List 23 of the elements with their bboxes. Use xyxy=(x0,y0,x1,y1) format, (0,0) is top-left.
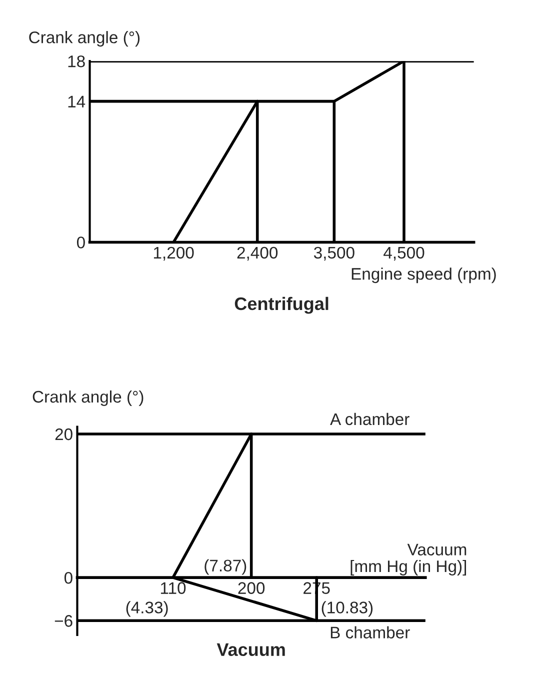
annotation: (10.83) xyxy=(322,601,373,617)
text: Vacuum xyxy=(216,643,285,656)
annotation: (7.87) xyxy=(204,559,246,575)
x-tick-label: 4,500 xyxy=(384,246,424,261)
x-tick-label: 3,500 xyxy=(314,246,354,261)
x-tick-label: 1,200 xyxy=(154,246,194,261)
x-tick-label: 200 xyxy=(238,582,265,594)
annotation: (4.33) xyxy=(126,601,168,617)
y-tick-label: 18 xyxy=(68,55,85,68)
text: Centrifugal xyxy=(234,296,328,314)
y-axis-title: Crank angle (°) xyxy=(32,390,144,406)
y-tick-label: 20 xyxy=(55,428,72,440)
x-axis-title: Engine speed (rpm) xyxy=(352,268,496,284)
x-tick-label: 110 xyxy=(160,582,186,594)
x-tick-label: 2,400 xyxy=(237,246,278,261)
series-label: A chamber xyxy=(330,412,410,426)
y-tick-label: −6 xyxy=(54,615,72,627)
x-axis-title: Vacuum [mm Hg (in Hg)] xyxy=(350,544,466,576)
series-label: B chamber xyxy=(330,626,410,638)
y-tick-label: 0 xyxy=(76,236,85,248)
y-tick-label: 0 xyxy=(64,572,72,584)
y-axis-title: Crank angle (°) xyxy=(29,31,140,47)
y-tick-label: 14 xyxy=(68,96,86,108)
